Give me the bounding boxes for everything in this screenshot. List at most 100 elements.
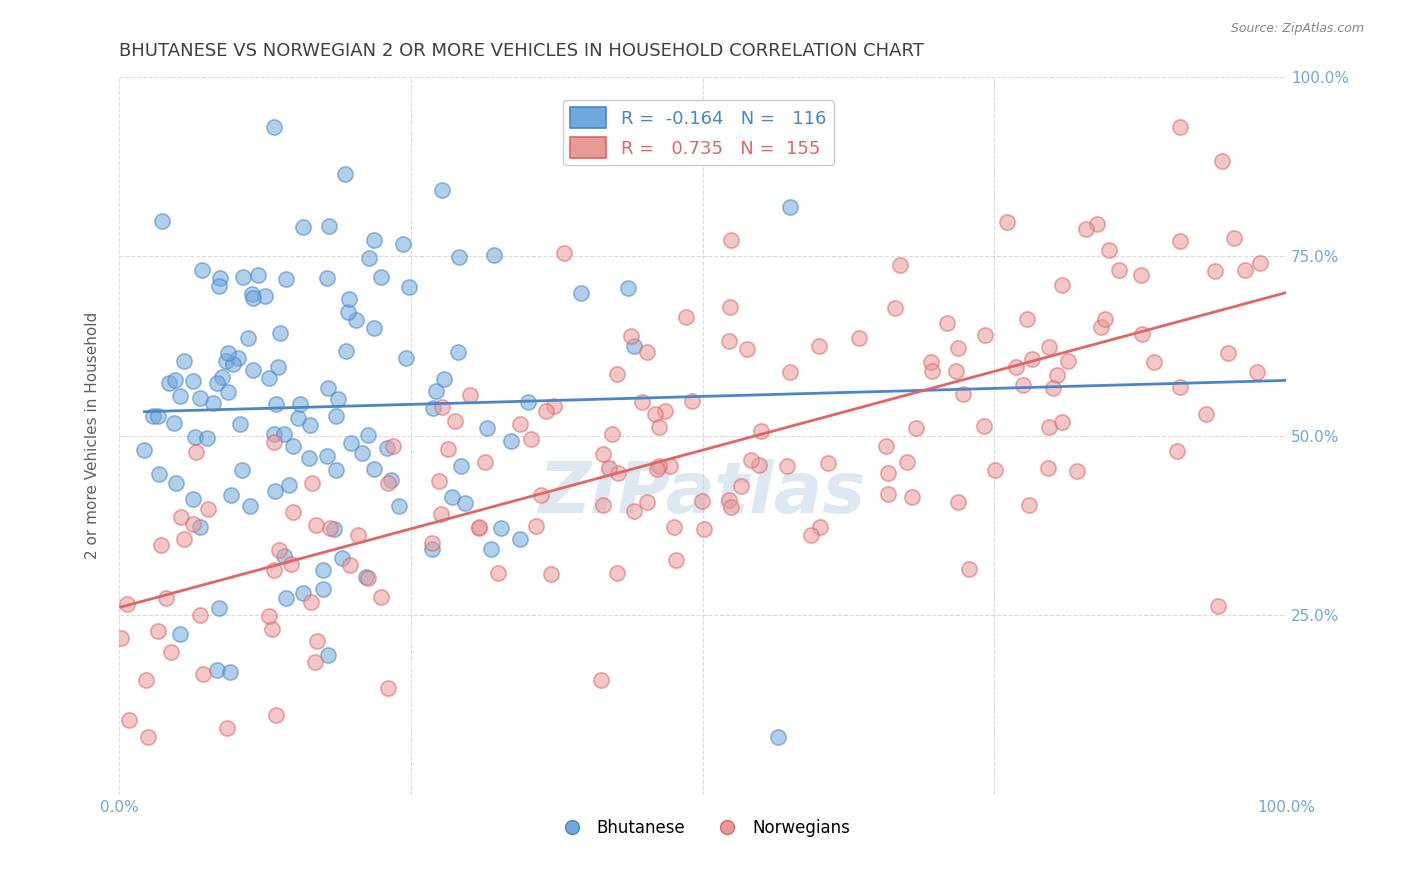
Bhutanese <box>229 417 252 431</box>
Norwegians <box>776 459 799 474</box>
Norwegians <box>468 520 491 534</box>
Norwegians <box>1085 217 1108 231</box>
Norwegians <box>648 419 671 434</box>
Bhutanese <box>316 648 339 662</box>
Norwegians <box>889 258 911 272</box>
Bhutanese <box>274 591 297 605</box>
Norwegians <box>215 721 238 735</box>
Bhutanese <box>392 237 415 252</box>
Text: Source: ZipAtlas.com: Source: ZipAtlas.com <box>1230 22 1364 36</box>
Bhutanese <box>288 397 311 411</box>
Bhutanese <box>337 292 360 306</box>
Bhutanese <box>339 436 361 450</box>
Norwegians <box>740 452 762 467</box>
Bhutanese <box>375 441 398 455</box>
Bhutanese <box>425 384 447 399</box>
Norwegians <box>540 566 562 581</box>
Bhutanese <box>142 409 165 423</box>
Bhutanese <box>267 360 290 375</box>
Bhutanese <box>395 351 418 365</box>
Norwegians <box>720 233 742 247</box>
Norwegians <box>184 444 207 458</box>
Bhutanese <box>257 371 280 385</box>
Norwegians <box>305 517 328 532</box>
Bhutanese <box>569 286 592 301</box>
Bhutanese <box>266 397 288 411</box>
Norwegians <box>377 681 399 695</box>
Norwegians <box>486 566 509 581</box>
Norwegians <box>884 301 907 316</box>
Bhutanese <box>263 427 285 442</box>
Norwegians <box>1012 377 1035 392</box>
Norwegians <box>654 403 676 417</box>
Norwegians <box>427 474 450 488</box>
Norwegians <box>904 421 927 435</box>
Bhutanese <box>388 499 411 513</box>
Bhutanese <box>281 438 304 452</box>
Norwegians <box>135 673 157 687</box>
Bhutanese <box>509 533 531 547</box>
Bhutanese <box>201 396 224 410</box>
Norwegians <box>620 329 643 343</box>
Bhutanese <box>205 663 228 677</box>
Norwegians <box>1046 368 1069 382</box>
Norwegians <box>1018 498 1040 512</box>
Norwegians <box>1090 320 1112 334</box>
Norwegians <box>1050 415 1073 429</box>
Bhutanese <box>278 477 301 491</box>
Bhutanese <box>240 287 263 301</box>
Norwegians <box>170 510 193 524</box>
Norwegians <box>263 434 285 449</box>
Bhutanese <box>325 409 347 424</box>
Norwegians <box>191 666 214 681</box>
Norwegians <box>1066 464 1088 478</box>
Bhutanese <box>217 384 239 399</box>
Norwegians <box>318 521 340 535</box>
Norwegians <box>692 494 714 508</box>
Norwegians <box>1195 407 1218 421</box>
Bhutanese <box>489 521 512 535</box>
Norwegians <box>1223 231 1246 245</box>
Bhutanese <box>217 346 239 360</box>
Bhutanese <box>188 520 211 534</box>
Norwegians <box>304 655 326 669</box>
Bhutanese <box>312 582 335 596</box>
Norwegians <box>305 634 328 648</box>
Bhutanese <box>183 430 205 444</box>
Bhutanese <box>292 219 315 234</box>
Bhutanese <box>263 120 285 134</box>
Norwegians <box>1206 599 1229 614</box>
Bhutanese <box>236 331 259 345</box>
Norwegians <box>900 490 922 504</box>
Norwegians <box>260 622 283 636</box>
Norwegians <box>110 632 132 646</box>
Norwegians <box>553 246 575 260</box>
Norwegians <box>957 562 980 576</box>
Bhutanese <box>215 354 238 368</box>
Norwegians <box>1204 264 1226 278</box>
Norwegians <box>631 395 654 409</box>
Norwegians <box>973 327 995 342</box>
Norwegians <box>644 407 666 421</box>
Norwegians <box>876 466 898 480</box>
Bhutanese <box>134 442 156 457</box>
Bhutanese <box>181 374 204 388</box>
Norwegians <box>181 516 204 531</box>
Norwegians <box>1038 340 1060 354</box>
Bhutanese <box>335 343 357 358</box>
Bhutanese <box>318 381 340 395</box>
Bhutanese <box>208 601 231 615</box>
Bhutanese <box>441 490 464 504</box>
Bhutanese <box>150 214 173 228</box>
Norwegians <box>160 645 183 659</box>
Norwegians <box>717 334 740 348</box>
Norwegians <box>681 394 703 409</box>
Norwegians <box>1108 263 1130 277</box>
Norwegians <box>995 215 1018 229</box>
Norwegians <box>1021 352 1043 367</box>
Bhutanese <box>242 363 264 377</box>
Norwegians <box>136 731 159 745</box>
Norwegians <box>1143 355 1166 369</box>
Bhutanese <box>330 551 353 566</box>
Norwegians <box>1216 346 1239 360</box>
